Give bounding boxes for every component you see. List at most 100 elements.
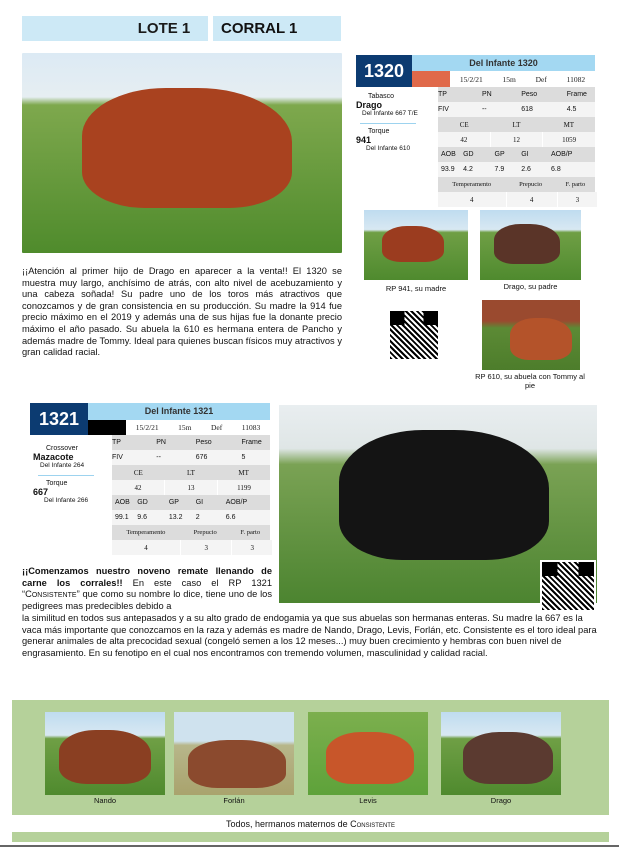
sire-sire: Crossover: [46, 445, 78, 452]
h-mt: MT: [542, 117, 595, 132]
sibling-name: Nando: [93, 796, 117, 805]
stats-table: TP PN Peso Frame FIV -- 676 5 CE LT MT 42 13 1199 …: [112, 435, 272, 555]
rp-number: 1320: [356, 55, 412, 87]
pedigree: Tabasco Drago Del Infante 667 T/E Torque…: [356, 93, 438, 152]
v-lt: 13: [165, 480, 217, 495]
v-gi: 2.6: [521, 162, 552, 177]
v-prepucio: 4: [506, 192, 557, 207]
v-aobp: 6.8: [551, 162, 595, 177]
birth-date: 15/2/21: [459, 74, 483, 84]
dam-sire: Torque: [368, 128, 390, 135]
text-part: En este caso el RP 1321 “: [22, 577, 273, 600]
color-tab: [88, 420, 126, 435]
dam-941-photo: [364, 210, 468, 280]
footer-strip: [12, 832, 609, 842]
v-gi: 2: [195, 510, 226, 525]
bull-nickname: Consistente: [25, 589, 77, 600]
page-edge: [0, 845, 619, 847]
caption-name: Consistente: [350, 819, 395, 829]
lote-label: LOTE 1: [137, 20, 191, 37]
registry: 11082: [566, 74, 586, 84]
h-aob: AOB: [112, 495, 138, 510]
stats-table: TP PN Peso Frame FIV -- 618 4.5 CE LT MT 42 12 105…: [438, 87, 597, 207]
v-ce: 42: [438, 132, 490, 147]
dam-dam: Del Infante 610: [366, 145, 411, 152]
granddam-610-photo: [482, 300, 580, 370]
v-peso: 618: [521, 102, 567, 117]
sire-dam: Del Infante 667 T/E: [362, 110, 418, 117]
qr-code-icon[interactable]: [388, 309, 440, 361]
dam: 667: [33, 487, 49, 497]
h-peso: Peso: [521, 87, 567, 102]
dam: 941: [356, 135, 372, 145]
qr-code-icon[interactable]: [540, 560, 596, 612]
sibling-name: Levis: [359, 796, 377, 805]
h-prepucio: Prepucio: [179, 525, 231, 540]
caption-text: Todos, hermanos maternos de: [226, 819, 351, 829]
lot-1321-card: 1321 Del Infante 1321 15/2/21 15m Def 11083…: [30, 403, 272, 555]
h-lt: LT: [490, 117, 543, 132]
h-ce: CE: [112, 465, 165, 480]
v-tp: FIV: [438, 102, 482, 117]
v-temperamento: 4: [438, 192, 506, 207]
text-part: ” que como su nombre lo dice, tiene uno …: [22, 589, 272, 611]
card-meta: 15/2/21 15m Def 11083: [126, 420, 270, 435]
v-mt: 1059: [543, 132, 595, 147]
h-fparto: F. parto: [555, 177, 595, 192]
v-aobp: 6.6: [225, 510, 270, 525]
age: 15m: [178, 423, 192, 432]
v-gd: 4.2: [463, 162, 495, 177]
sire: Drago: [356, 100, 383, 110]
h-gi: GI: [521, 147, 552, 162]
sire-drago-photo: [480, 210, 581, 280]
header-band: [22, 16, 208, 41]
h-gd: GD: [137, 495, 169, 510]
card-title: Del Infante 1320: [412, 55, 595, 71]
bull-1320-photo: [22, 53, 342, 253]
v-fparto: 3: [232, 540, 272, 555]
lot-1320-description: ¡¡Atención al primer hijo de Drago en ap…: [22, 266, 342, 358]
registry: 11083: [241, 423, 261, 432]
h-gd: GD: [463, 147, 495, 162]
lot-1321-description: la similitud en todos sus antepasados y …: [22, 613, 597, 658]
h-mt: MT: [217, 465, 270, 480]
sire-sire: Tabasco: [368, 93, 395, 100]
sibling-photo-nando: [45, 712, 165, 795]
sire: Mazacote: [33, 452, 74, 462]
birth-date: 15/2/21: [135, 423, 159, 432]
lot-1321-description-intro: ¡¡Comenzamos nuestro noveno remate llena…: [22, 566, 272, 612]
status: Def: [535, 74, 547, 84]
v-gp: 13.2: [168, 510, 196, 525]
h-peso: Peso: [195, 435, 242, 450]
v-fparto: 3: [557, 192, 597, 207]
granddam-610-caption: RP 610, su abuela con Tommy al pie: [475, 372, 585, 390]
age: 15m: [502, 74, 516, 84]
color-tab: [412, 71, 450, 87]
v-ce: 42: [112, 480, 164, 495]
h-aob: AOB: [438, 147, 464, 162]
sibling-name: Forlán: [223, 796, 245, 805]
v-mt: 1199: [218, 480, 270, 495]
dam-sire: Torque: [46, 480, 68, 487]
v-frame: 5: [241, 450, 270, 465]
h-frame: Frame: [241, 435, 270, 450]
corral-label: CORRAL 1: [213, 16, 341, 41]
v-gd: 9.6: [137, 510, 169, 525]
h-pn: PN: [156, 435, 196, 450]
h-temperamento: Temperamento: [112, 525, 180, 540]
sire-dam: Del Infante 264: [40, 462, 85, 469]
v-gp: 7.9: [494, 162, 522, 177]
v-aob: 93.9: [438, 162, 464, 177]
siblings-caption: Todos, hermanos maternos de Consistente: [12, 819, 609, 829]
v-tp: FIV: [112, 450, 157, 465]
card-title: Del Infante 1321: [88, 403, 270, 420]
h-lt: LT: [164, 465, 218, 480]
h-fparto: F. parto: [230, 525, 270, 540]
h-aobp: AOB/P: [551, 147, 595, 162]
pedigree: Crossover Mazacote Del Infante 264 Torqu…: [30, 445, 112, 504]
h-gi: GI: [195, 495, 226, 510]
dam-dam: Del Infante 266: [44, 497, 89, 504]
h-pn: PN: [481, 87, 522, 102]
sire-drago-caption: Drago, su padre: [503, 282, 558, 291]
v-peso: 676: [195, 450, 242, 465]
